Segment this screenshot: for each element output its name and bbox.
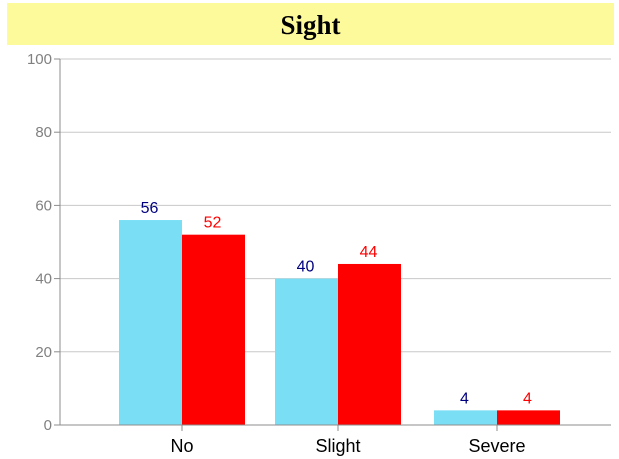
data-label: 40 <box>297 259 315 276</box>
data-label: 52 <box>204 215 222 232</box>
bar <box>497 410 560 425</box>
chart-title-bar: Sight <box>7 3 614 45</box>
y-tick-label: 0 <box>44 417 52 434</box>
x-axis: No Slight Severe <box>60 424 611 456</box>
y-tick-label: 40 <box>35 271 52 288</box>
bar <box>434 410 497 425</box>
y-tick-label: 60 <box>35 197 52 214</box>
x-tick-label: Slight <box>315 436 360 456</box>
chart-title: Sight <box>280 10 341 40</box>
bars <box>119 220 560 425</box>
bar <box>182 234 245 425</box>
data-label: 4 <box>460 390 469 407</box>
x-tick-label: No <box>170 436 193 456</box>
y-tick-label: 80 <box>35 124 52 141</box>
bar <box>338 263 401 425</box>
y-axis: 0 20 40 60 80 100 <box>27 51 61 434</box>
x-tick-label: Severe <box>468 436 525 456</box>
bar <box>119 220 182 425</box>
data-label: 44 <box>360 244 378 261</box>
data-label: 4 <box>523 390 532 407</box>
bar <box>275 278 338 425</box>
y-tick-label: 20 <box>35 344 52 361</box>
data-label: 56 <box>141 200 159 217</box>
y-tick-label: 100 <box>27 51 52 68</box>
